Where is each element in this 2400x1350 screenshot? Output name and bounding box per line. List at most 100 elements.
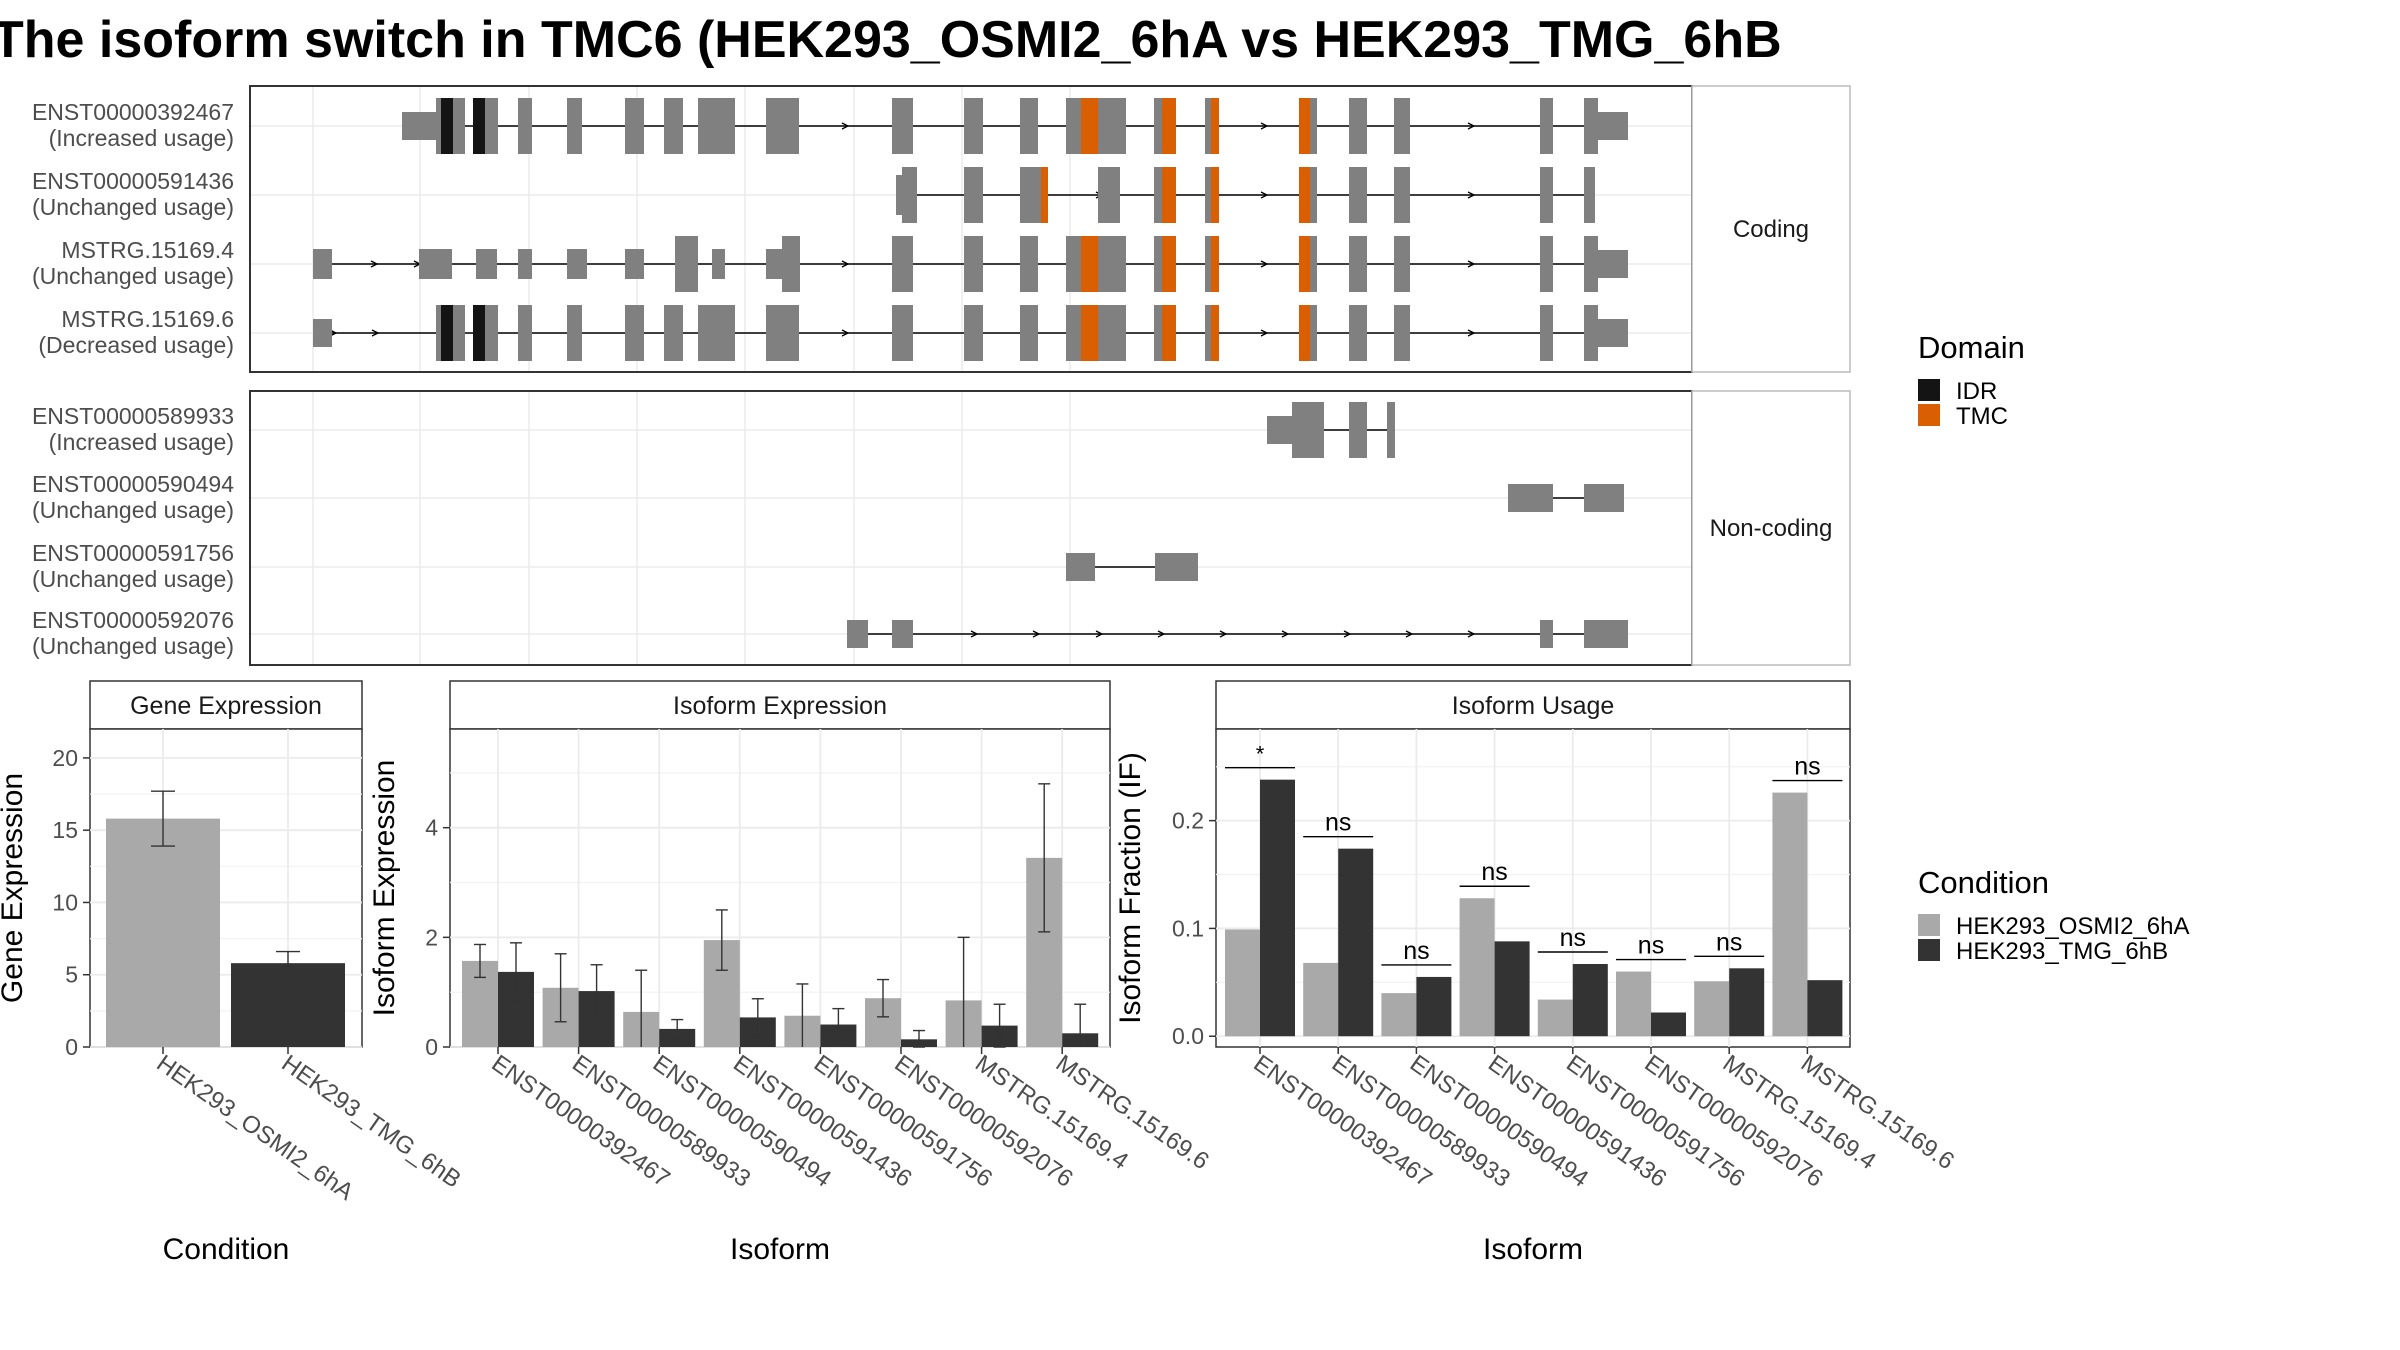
strand-arrow [1219, 630, 1228, 638]
bar [1303, 962, 1339, 1037]
exon [892, 620, 913, 648]
domain-legend: Domain IDR TMC [1918, 330, 2025, 430]
strand-arrow [1260, 260, 1269, 268]
bar [1260, 779, 1295, 1037]
facet-strip-title: Gene Expression [130, 692, 322, 720]
exon [782, 236, 800, 292]
strand-arrow [1343, 630, 1352, 638]
x-axis-title: Condition [163, 1233, 290, 1266]
exon [1155, 553, 1198, 581]
exon [1584, 305, 1598, 361]
strand-arrow [841, 329, 850, 337]
exon [476, 249, 497, 279]
legend-key-idr [1918, 379, 1940, 401]
exon [1098, 98, 1126, 154]
tmc-domain [1081, 236, 1098, 292]
tmc-domain [1081, 98, 1098, 154]
strand-arrow [1281, 630, 1290, 638]
legend-key-tmc [1918, 404, 1940, 426]
significance-label: ns [1481, 858, 1507, 886]
transcript-id-label: ENST00000591436 [32, 168, 234, 194]
tmc-domain [1162, 98, 1176, 154]
exon [964, 167, 983, 223]
domain-legend-title: Domain [1918, 330, 2025, 365]
bar [1572, 963, 1608, 1037]
exon [1020, 98, 1038, 154]
tmc-domain [1299, 167, 1310, 223]
transcript-usage-label: (Decreased usage) [38, 332, 234, 358]
facet-strip [1215, 680, 1851, 730]
exon [698, 305, 735, 361]
exon [1098, 167, 1120, 223]
exon [1394, 305, 1410, 361]
transcript-id-label: ENST00000590494 [32, 471, 234, 497]
exon [1540, 236, 1553, 292]
strand-arrow [1095, 630, 1104, 638]
exon [1394, 98, 1410, 154]
exon [419, 249, 452, 279]
strand-arrow [1467, 630, 1476, 638]
transcript-usage-label: (Unchanged usage) [32, 194, 234, 220]
y-tick-label: 2 [425, 924, 438, 950]
isoform-usage-chart: Isoform Usage 0.0 0.1 0.2 Isoform Fraction (… [1114, 680, 1959, 1266]
transcript-usage-label: (Unchanged usage) [32, 263, 234, 289]
exon [567, 249, 587, 279]
facet-strip [89, 680, 363, 730]
legend-label-tmg: HEK293_TMG_6hB [1956, 938, 2168, 965]
strand-arrow [1260, 122, 1269, 130]
exon [1154, 98, 1162, 154]
exon [675, 236, 698, 292]
exon [712, 249, 725, 279]
exon [1066, 553, 1095, 581]
facet-strip-title: Isoform Expression [673, 692, 887, 720]
noncoding-panel-border [249, 390, 1693, 666]
strand-arrow [1032, 630, 1041, 638]
exon [1349, 236, 1367, 292]
exon [1584, 620, 1628, 648]
strand-arrow [1467, 329, 1476, 337]
tmc-domain [1162, 305, 1176, 361]
exon [1540, 620, 1553, 648]
tmc-domain [1211, 305, 1219, 361]
strand-arrow [841, 260, 850, 268]
exon [1584, 98, 1598, 154]
legend-label-osmi2: HEK293_OSMI2_6hA [1956, 913, 2189, 940]
y-tick-label: 4 [425, 815, 438, 841]
bar [1807, 980, 1843, 1037]
x-axis-title: Isoform [1483, 1233, 1583, 1266]
significance-label: ns [1403, 937, 1429, 965]
exon [1020, 167, 1041, 223]
exon [1154, 167, 1162, 223]
exon [964, 305, 983, 361]
bar [231, 963, 345, 1047]
exon [313, 249, 332, 279]
facet-strip [449, 680, 1111, 730]
significance-label: ns [1325, 809, 1351, 837]
noncoding-strip-label: Non-coding [1710, 515, 1833, 542]
exon [313, 319, 332, 347]
exon [1098, 236, 1126, 292]
y-tick-label: 0 [425, 1034, 438, 1060]
x-axis-title: Isoform [730, 1233, 830, 1266]
bar [1459, 898, 1495, 1037]
exon [1598, 319, 1628, 347]
legend-key-tmg [1918, 939, 1940, 961]
tmc-domain [1211, 98, 1219, 154]
structure-panel: Coding Non-coding ENST00000392467(Increa… [32, 85, 1851, 666]
exon [766, 98, 799, 154]
tmc-domain [1299, 236, 1310, 292]
exon [1292, 402, 1324, 458]
bar [1416, 976, 1452, 1037]
idr-domain [473, 305, 485, 361]
y-tick-label: 0.0 [1172, 1023, 1204, 1049]
tmc-domain [1211, 167, 1219, 223]
exon [1540, 167, 1553, 223]
exon [1584, 484, 1624, 512]
strand-arrow [1467, 260, 1476, 268]
bar [1338, 848, 1374, 1037]
y-axis-title: Isoform Fraction (IF) [1114, 752, 1147, 1024]
bar [1772, 792, 1808, 1037]
transcript-id-label: ENST00000392467 [32, 99, 234, 125]
exon [1154, 305, 1162, 361]
